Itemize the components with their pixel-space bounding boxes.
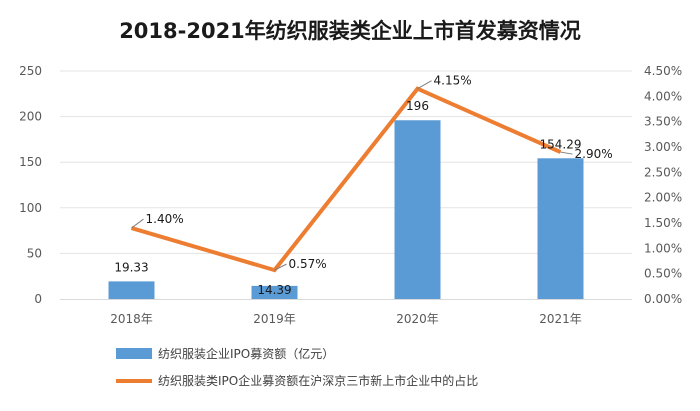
left-tick-label: 0 — [34, 292, 42, 306]
legend-bar-label: 纺织服装企业IPO募资额（亿元） — [158, 346, 334, 361]
right-tick-label: 0.00% — [644, 292, 682, 306]
right-tick-label: 2.00% — [644, 191, 682, 205]
line-series — [130, 86, 562, 273]
bar-series — [108, 120, 584, 299]
legend-bar-swatch — [116, 348, 152, 359]
bar-data-label: 154.29 — [540, 137, 582, 151]
right-tick-label: 3.00% — [644, 140, 682, 154]
left-tick-label: 150 — [19, 155, 42, 169]
legend-line-label: 纺织服装类IPO企业募资额在沪深京三市新上市企业中的占比 — [158, 373, 478, 388]
bar-data-label: 196 — [406, 99, 429, 113]
right-tick-label: 2.50% — [644, 165, 682, 179]
leader-line — [417, 80, 432, 90]
bar — [108, 281, 155, 299]
leader-line — [131, 218, 144, 229]
line-data-label: 0.57% — [289, 257, 327, 271]
right-tick-label: 1.00% — [644, 241, 682, 255]
x-axis-ticks: 2018年 2019年 2020年 2021年 — [110, 312, 582, 326]
left-tick-label: 100 — [19, 201, 42, 215]
bar — [537, 158, 584, 299]
left-tick-label: 50 — [27, 246, 42, 260]
bar — [394, 120, 441, 299]
series-line — [130, 86, 562, 273]
right-axis-ticks: 0.00% 0.50% 1.00% 1.50% 2.00% 2.50% 3.00% 3.50%… — [644, 64, 682, 306]
x-tick-label: 2021年 — [539, 312, 582, 326]
line-data-label: 4.15% — [434, 74, 472, 88]
leader-line — [274, 263, 287, 271]
chart-title: 2018-2021年纺织服装类企业上市首发募资情况 — [119, 19, 581, 43]
right-tick-label: 4.00% — [644, 89, 682, 103]
right-tick-label: 1.50% — [644, 216, 682, 230]
bar-data-label: 14.39 — [257, 283, 291, 297]
right-tick-label: 0.50% — [644, 267, 682, 281]
left-tick-label: 200 — [19, 110, 42, 124]
right-tick-label: 4.50% — [644, 64, 682, 78]
x-tick-label: 2018年 — [110, 312, 153, 326]
left-tick-label: 250 — [19, 64, 42, 78]
leader-line — [560, 151, 573, 155]
line-data-label: 2.90% — [575, 147, 613, 161]
left-axis-ticks: 0 50 100 150 200 250 — [19, 64, 42, 306]
line-data-label: 1.40% — [146, 212, 184, 226]
right-tick-label: 3.50% — [644, 115, 682, 129]
data-labels: 19.33 14.39 196 154.29 1.40% 0.57% 4.15% 2.90% — [114, 74, 612, 297]
legend: 纺织服装企业IPO募资额（亿元） 纺织服装类IPO企业募资额在沪深京三市新上市企… — [116, 346, 478, 388]
gridlines — [60, 70, 632, 254]
bar-data-label: 19.33 — [114, 260, 148, 274]
bar — [251, 285, 298, 299]
x-tick-label: 2019年 — [253, 312, 296, 326]
x-tick-label: 2020年 — [396, 312, 439, 326]
